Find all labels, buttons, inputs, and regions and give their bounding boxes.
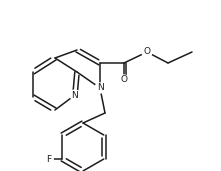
Circle shape xyxy=(119,75,129,85)
Text: N: N xyxy=(97,83,103,93)
Circle shape xyxy=(142,47,152,57)
Text: N: N xyxy=(72,90,78,100)
Text: F: F xyxy=(46,155,51,163)
Circle shape xyxy=(70,90,80,100)
Text: O: O xyxy=(120,76,128,84)
Text: O: O xyxy=(143,48,151,56)
Circle shape xyxy=(43,154,53,164)
Circle shape xyxy=(95,83,105,93)
